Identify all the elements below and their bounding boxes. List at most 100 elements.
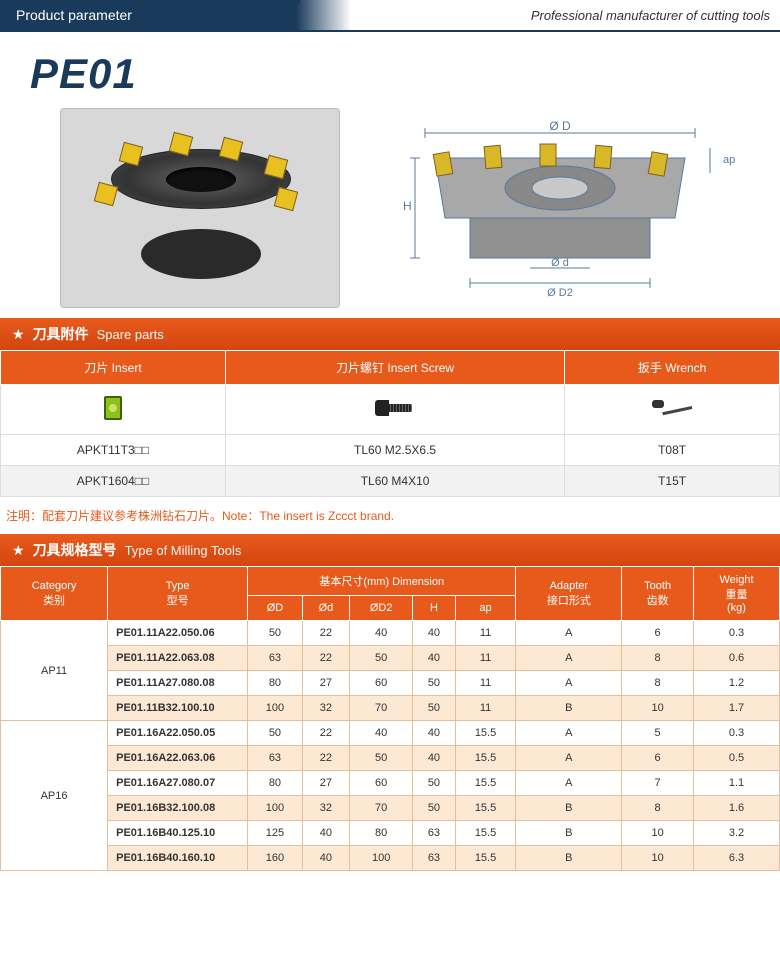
data-cell: 11 bbox=[455, 671, 516, 696]
col-type: Type型号 bbox=[108, 567, 248, 621]
data-cell: 3.2 bbox=[693, 821, 779, 846]
data-cell: 63 bbox=[413, 846, 455, 871]
data-cell: 22 bbox=[302, 721, 349, 746]
data-cell: 0.6 bbox=[693, 646, 779, 671]
data-cell: 22 bbox=[302, 646, 349, 671]
col-dimension: 基本尺寸(mm) Dimension bbox=[248, 567, 516, 596]
data-cell: 7 bbox=[622, 771, 694, 796]
data-cell: 70 bbox=[350, 796, 413, 821]
spare-cell: T08T bbox=[565, 435, 780, 466]
data-cell: 100 bbox=[248, 796, 303, 821]
data-cell: 40 bbox=[413, 746, 455, 771]
category-cell: AP11 bbox=[1, 621, 108, 721]
milling-title-cn: 刀具规格型号 bbox=[33, 540, 117, 560]
data-cell: 8 bbox=[622, 796, 694, 821]
milling-table: Category类别 Type型号 基本尺寸(mm) Dimension Ada… bbox=[0, 566, 780, 871]
data-cell: 1.7 bbox=[693, 696, 779, 721]
data-cell: 15.5 bbox=[455, 821, 516, 846]
table-row: PE01.11B32.100.1010032705011B101.7 bbox=[1, 696, 780, 721]
diag-label-ap: ap bbox=[723, 154, 735, 166]
milling-header: ★ 刀具规格型号 Type of Milling Tools bbox=[0, 534, 780, 566]
star-icon: ★ bbox=[12, 326, 25, 343]
spare-cell: APKT1604□□ bbox=[1, 466, 226, 497]
table-row: PE01.16B32.100.0810032705015.5B81.6 bbox=[1, 796, 780, 821]
data-cell: 6 bbox=[622, 746, 694, 771]
data-cell: 32 bbox=[302, 796, 349, 821]
data-cell: B bbox=[516, 846, 622, 871]
diag-label-D: Ø D bbox=[549, 119, 571, 133]
data-cell: 22 bbox=[302, 746, 349, 771]
data-cell: 1.6 bbox=[693, 796, 779, 821]
data-cell: 50 bbox=[413, 771, 455, 796]
data-cell: A bbox=[516, 671, 622, 696]
note-text: 注明：配套刀片建议参考株洲钻石刀片。Note：The insert is Zcc… bbox=[0, 497, 780, 534]
spare-header-wrench: 扳手 Wrench bbox=[565, 351, 780, 385]
data-cell: 1.2 bbox=[693, 671, 779, 696]
data-cell: 50 bbox=[248, 621, 303, 646]
product-title: PE01 bbox=[30, 50, 137, 97]
spare-cell: TL60 M2.5X6.5 bbox=[225, 435, 564, 466]
type-cell: PE01.16B32.100.08 bbox=[108, 796, 248, 821]
data-cell: 40 bbox=[350, 621, 413, 646]
data-cell: 50 bbox=[413, 696, 455, 721]
col-D: ØD bbox=[248, 596, 303, 621]
data-cell: 8 bbox=[622, 646, 694, 671]
header-right-tagline: Professional manufacturer of cutting too… bbox=[531, 8, 780, 23]
type-cell: PE01.16B40.160.10 bbox=[108, 846, 248, 871]
data-cell: 50 bbox=[413, 671, 455, 696]
spare-title-cn: 刀具附件 bbox=[33, 324, 89, 344]
technical-diagram: Ø D ap H Ø d Ø D2 bbox=[360, 108, 750, 308]
data-cell: A bbox=[516, 721, 622, 746]
table-row: PE01.16A27.080.078027605015.5A71.1 bbox=[1, 771, 780, 796]
data-cell: 100 bbox=[350, 846, 413, 871]
spare-parts-table: 刀片 Insert 刀片螺钉 Insert Screw 扳手 Wrench AP… bbox=[0, 350, 780, 497]
data-cell: 70 bbox=[350, 696, 413, 721]
table-row: PE01.11A22.063.086322504011A80.6 bbox=[1, 646, 780, 671]
col-D2: ØD2 bbox=[350, 596, 413, 621]
data-cell: A bbox=[516, 646, 622, 671]
col-adapter: Adapter接口形式 bbox=[516, 567, 622, 621]
data-cell: 10 bbox=[622, 846, 694, 871]
col-d: Ød bbox=[302, 596, 349, 621]
col-ap: ap bbox=[455, 596, 516, 621]
diag-label-D2: Ø D2 bbox=[547, 287, 573, 298]
data-cell: A bbox=[516, 621, 622, 646]
data-cell: 8 bbox=[622, 671, 694, 696]
header-left-title: Product parameter bbox=[0, 7, 132, 23]
spare-header-insert: 刀片 Insert bbox=[1, 351, 226, 385]
spare-parts-header: ★ 刀具附件 Spare parts bbox=[0, 318, 780, 350]
data-cell: 80 bbox=[248, 771, 303, 796]
data-cell: 11 bbox=[455, 696, 516, 721]
data-cell: 40 bbox=[413, 621, 455, 646]
type-cell: PE01.11B32.100.10 bbox=[108, 696, 248, 721]
screw-icon bbox=[375, 396, 415, 420]
data-cell: 10 bbox=[622, 696, 694, 721]
diag-label-H: H bbox=[403, 199, 412, 213]
col-category: Category类别 bbox=[1, 567, 108, 621]
wrench-icon bbox=[652, 396, 692, 420]
data-cell: 63 bbox=[248, 746, 303, 771]
cutter-photo bbox=[60, 108, 340, 308]
data-cell: 15.5 bbox=[455, 796, 516, 821]
type-cell: PE01.11A22.050.06 bbox=[108, 621, 248, 646]
type-cell: PE01.11A22.063.08 bbox=[108, 646, 248, 671]
col-H: H bbox=[413, 596, 455, 621]
data-cell: 40 bbox=[413, 721, 455, 746]
data-cell: 6.3 bbox=[693, 846, 779, 871]
images-row: Ø D ap H Ø d Ø D2 bbox=[0, 108, 780, 318]
table-row: PE01.16B40.160.10160401006315.5B106.3 bbox=[1, 846, 780, 871]
spare-cell: APKT11T3□□ bbox=[1, 435, 226, 466]
data-cell: 60 bbox=[350, 671, 413, 696]
table-row: PE01.16A22.063.066322504015.5A60.5 bbox=[1, 746, 780, 771]
type-cell: PE01.16A22.063.06 bbox=[108, 746, 248, 771]
star-icon: ★ bbox=[12, 542, 25, 559]
data-cell: 15.5 bbox=[455, 746, 516, 771]
data-cell: 32 bbox=[302, 696, 349, 721]
insert-icon bbox=[104, 396, 122, 420]
data-cell: 63 bbox=[413, 821, 455, 846]
diag-label-d: Ø d bbox=[551, 257, 569, 269]
data-cell: 50 bbox=[248, 721, 303, 746]
data-cell: 27 bbox=[302, 671, 349, 696]
screw-icon-cell bbox=[225, 385, 564, 435]
data-cell: 11 bbox=[455, 621, 516, 646]
